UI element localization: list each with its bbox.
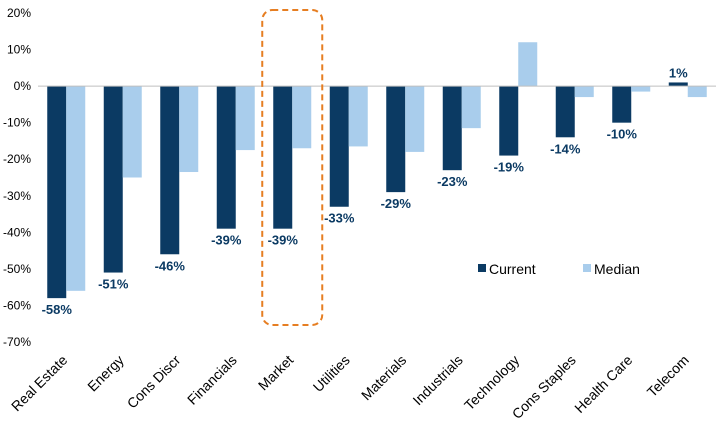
highlight-box xyxy=(261,9,324,326)
bar-current xyxy=(216,86,236,229)
bar-median xyxy=(687,86,707,98)
bars xyxy=(47,42,707,299)
data-label: 1% xyxy=(669,65,688,80)
data-label: -58% xyxy=(42,302,73,317)
data-label: -39% xyxy=(268,233,299,248)
bar-median xyxy=(574,86,594,98)
category-label: Real Estate xyxy=(8,352,71,415)
bar-current xyxy=(499,86,519,156)
bar-current xyxy=(329,86,349,207)
data-label: -33% xyxy=(324,211,355,226)
bar-current xyxy=(47,86,67,299)
y-tick-label: -30% xyxy=(3,189,31,203)
category-label: Cons Discr xyxy=(124,352,184,412)
data-label: -39% xyxy=(211,233,242,248)
category-label: Financials xyxy=(184,352,240,408)
data-label: -46% xyxy=(155,258,186,273)
category-label: Energy xyxy=(84,352,127,395)
category-label: Health Care xyxy=(571,352,635,416)
data-labels: -58% -51% -46% -39% -39% -33% -29% -23% -19% -14%… xyxy=(42,65,689,317)
data-label: -19% xyxy=(494,160,525,175)
bar-current xyxy=(273,86,293,229)
y-tick-label: 20% xyxy=(7,6,31,20)
data-label: -29% xyxy=(381,196,412,211)
bar-current xyxy=(386,86,406,193)
bar-median xyxy=(405,86,425,152)
bar-median xyxy=(122,86,142,178)
bar-current xyxy=(160,86,180,255)
legend-swatch xyxy=(478,264,486,272)
bar-median xyxy=(348,86,368,147)
legend-swatch xyxy=(583,264,591,272)
bar-median xyxy=(631,86,651,92)
bar-median xyxy=(292,86,312,149)
category-label: Market xyxy=(255,352,297,394)
y-tick-label: -20% xyxy=(3,152,31,166)
bar-current xyxy=(555,86,575,138)
bar-current xyxy=(442,86,462,171)
category-label: Technology xyxy=(461,352,522,413)
y-tick-label: -70% xyxy=(3,335,31,349)
bar-median xyxy=(518,42,538,87)
data-label: -14% xyxy=(550,141,581,156)
y-tick-label: -10% xyxy=(3,116,31,130)
bar-median xyxy=(461,86,481,129)
legend-label: Current xyxy=(489,261,536,277)
bar-current xyxy=(103,86,123,273)
highlight-frame xyxy=(261,9,324,326)
category-label: Utilities xyxy=(310,352,353,395)
category-label: Industrials xyxy=(409,352,465,408)
data-label: -10% xyxy=(607,127,638,142)
bar-current xyxy=(612,86,632,123)
y-tick-label: -60% xyxy=(3,298,31,312)
bar-median xyxy=(66,86,86,291)
y-tick-label: 10% xyxy=(7,43,31,57)
y-tick-label: -50% xyxy=(3,262,31,276)
legend: Current Median xyxy=(478,261,640,277)
bar-current xyxy=(668,82,688,87)
y-tick-label: -40% xyxy=(3,225,31,239)
legend-label: Median xyxy=(594,261,640,277)
category-label: Materials xyxy=(358,352,409,403)
data-label: -23% xyxy=(437,174,468,189)
bar-median xyxy=(235,86,255,151)
category-label: Telecom xyxy=(644,352,692,400)
data-label: -51% xyxy=(98,277,129,292)
y-tick-label: 0% xyxy=(14,79,32,93)
y-axis: 20% 10% 0% -10% -20% -30% -40% -50% -60% -70% xyxy=(3,6,31,349)
bar-median xyxy=(179,86,199,173)
